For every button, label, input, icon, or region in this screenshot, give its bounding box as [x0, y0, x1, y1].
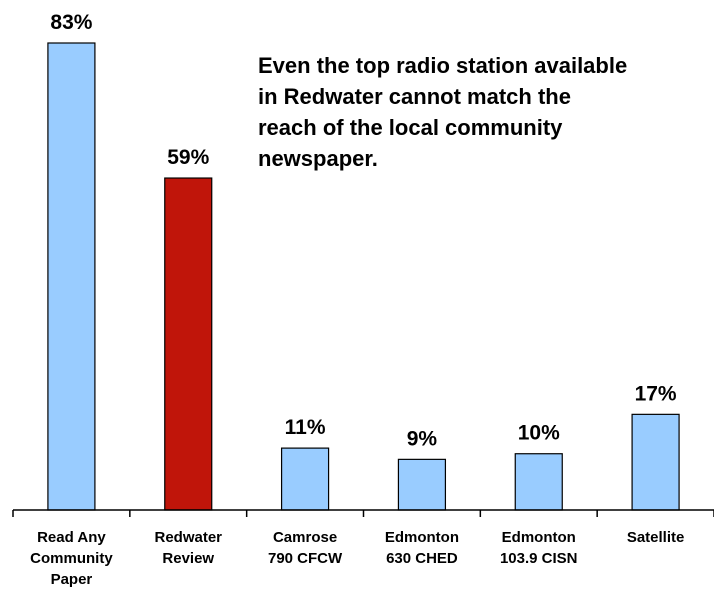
data-label: 10% — [518, 422, 560, 445]
category-label-line: Redwater — [154, 529, 222, 546]
category-label-line: Camrose — [273, 529, 337, 546]
bar — [514, 453, 563, 511]
data-label: 83% — [50, 11, 92, 34]
category-label: Camrose 790 CFCW — [268, 529, 343, 567]
data-labels: 83% 59% 11% 9% 10% 17% — [50, 11, 677, 450]
chart-annotation: Even the top radio station available in … — [258, 53, 628, 171]
data-label: 11% — [285, 416, 326, 439]
category-label-line: Read Any — [37, 529, 106, 546]
x-axis-ticks — [12, 510, 714, 517]
data-label: 17% — [635, 382, 677, 405]
category-label-line: 630 CHED — [386, 550, 458, 567]
category-label-line: Edmonton — [502, 529, 576, 546]
category-labels: Read Any Community Paper Redwater Review Camr… — [30, 529, 684, 588]
bars-layer — [47, 42, 680, 511]
category-label-line: 103.9 CISN — [500, 550, 578, 567]
bar — [47, 42, 96, 511]
bar — [164, 177, 213, 511]
category-label-line: 790 CFCW — [268, 550, 343, 567]
data-label: 9% — [407, 427, 438, 450]
category-label: Edmonton 103.9 CISN — [500, 529, 578, 567]
category-label: Satellite — [627, 529, 685, 546]
bar — [397, 458, 447, 511]
category-label-line: Paper — [51, 571, 93, 588]
bar — [631, 413, 680, 511]
category-label-line: Satellite — [627, 529, 685, 546]
data-label: 59% — [167, 146, 209, 169]
category-label: Redwater Review — [154, 529, 222, 567]
category-label-line: Edmonton — [385, 529, 459, 546]
category-label-line: Community — [30, 550, 113, 567]
bar — [280, 447, 330, 511]
category-label-line: Review — [162, 550, 214, 567]
category-label: Edmonton 630 CHED — [385, 529, 459, 567]
category-label: Read Any Community Paper — [30, 529, 113, 588]
